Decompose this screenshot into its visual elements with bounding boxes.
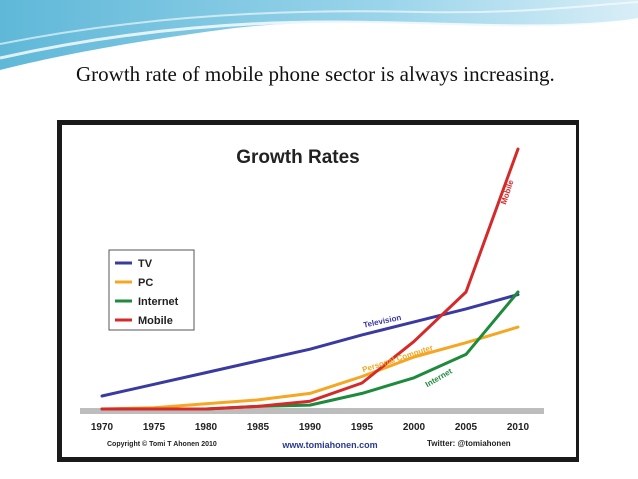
x-axis-bar [80,408,544,414]
slide-title: Growth rate of mobile phone sector is al… [76,62,555,86]
x-tick-label: 1995 [351,422,374,433]
x-tick-label: 2005 [455,422,478,433]
legend: TV PC Internet Mobile [108,249,195,331]
footer-copyright: Copyright © Tomi T Ahonen 2010 [107,440,217,448]
growth-rates-chart: Growth Rates 1970 1975 1980 1985 1990 1995 200… [80,147,544,450]
decorative-wave-header [0,0,638,70]
series-lines [100,147,520,411]
legend-label: PC [138,277,153,289]
x-tick-labels: 1970 1975 1980 1985 1990 1995 2000 2005 2010 [91,422,530,433]
chart-panel: Growth Rates 1970 1975 1980 1985 1990 1995 200… [62,125,576,457]
legend-label: TV [138,258,153,270]
x-tick-label: 1990 [299,422,322,433]
series-label-pc: Personal Computer [361,343,434,374]
x-tick-label: 1985 [247,422,270,433]
series-line-mobile [100,147,520,411]
x-tick-label: 2010 [507,422,530,433]
legend-label: Internet [138,296,179,308]
legend-label: Mobile [138,315,173,327]
chart-title: Growth Rates [236,147,360,168]
series-line-pc [100,325,520,411]
legend-items: TV PC Internet Mobile [115,258,179,327]
x-tick-label: 1980 [195,422,218,433]
series-line-tv [100,293,520,398]
x-tick-label: 2000 [403,422,426,433]
footer-website: www.tomiahonen.com [281,440,377,450]
x-tick-label: 1975 [143,422,166,433]
x-tick-label: 1970 [91,422,114,433]
chart-frame: Growth Rates 1970 1975 1980 1985 1990 1995 200… [57,120,579,462]
footer-twitter: Twitter: @tomiahonen [427,439,511,448]
